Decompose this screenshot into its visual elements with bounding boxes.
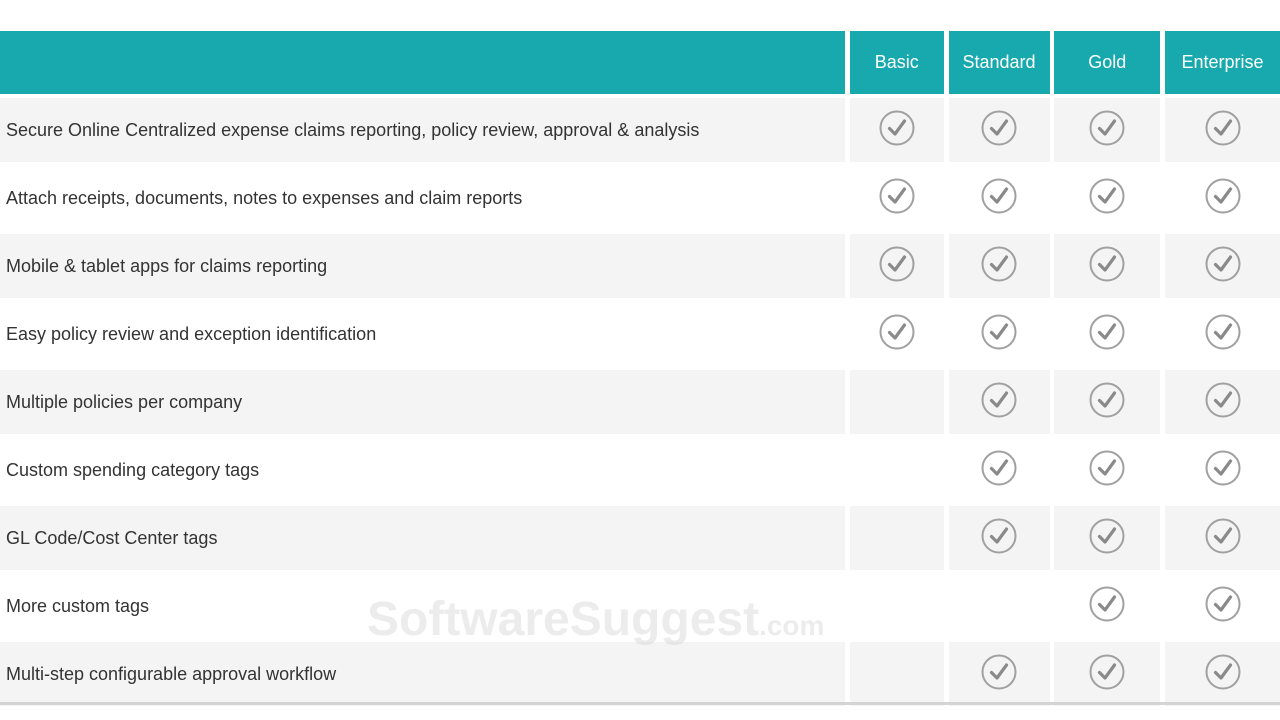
check-circle-icon bbox=[1089, 654, 1125, 695]
check-circle-icon bbox=[1205, 518, 1241, 559]
header-plan-standard: Standard bbox=[948, 31, 1050, 94]
header-plan-gold: Gold bbox=[1054, 31, 1161, 94]
plan-cell-enterprise bbox=[1165, 370, 1280, 434]
plan-cell-gold bbox=[1054, 234, 1161, 298]
plan-cell-gold bbox=[1054, 166, 1160, 230]
plan-cell-gold bbox=[1054, 98, 1161, 162]
check-circle-icon bbox=[1205, 382, 1241, 423]
feature-label: Secure Online Centralized expense claims… bbox=[0, 98, 845, 162]
plan-cell-gold bbox=[1054, 506, 1161, 570]
check-circle-icon bbox=[1089, 382, 1125, 423]
check-circle-icon bbox=[879, 314, 915, 355]
check-circle-icon bbox=[1205, 246, 1241, 287]
check-circle-icon bbox=[1089, 110, 1125, 151]
table-bottom-divider bbox=[0, 702, 1280, 705]
check-circle-icon bbox=[981, 246, 1017, 287]
plan-cell-basic bbox=[849, 234, 944, 298]
feature-label: Multiple policies per company bbox=[0, 370, 845, 434]
feature-label: Multi-step configurable approval workflo… bbox=[0, 642, 845, 706]
plan-cell-basic bbox=[849, 98, 944, 162]
plan-cell-standard bbox=[948, 506, 1050, 570]
plan-cell-enterprise bbox=[1165, 302, 1280, 366]
header-plan-enterprise: Enterprise bbox=[1165, 31, 1280, 94]
plan-cell-gold bbox=[1054, 642, 1161, 706]
plan-cell-enterprise bbox=[1165, 574, 1280, 638]
plan-cell-basic bbox=[849, 370, 944, 434]
check-circle-icon bbox=[981, 450, 1017, 491]
check-circle-icon bbox=[1089, 314, 1125, 355]
watermark-logo: SoftwareSuggest.com bbox=[367, 593, 825, 646]
check-circle-icon bbox=[1205, 178, 1241, 219]
check-circle-icon bbox=[1205, 586, 1241, 627]
plan-cell-enterprise bbox=[1165, 438, 1280, 502]
check-circle-icon bbox=[1089, 586, 1125, 627]
plan-cell-standard bbox=[949, 574, 1050, 638]
plan-cell-standard bbox=[949, 302, 1050, 366]
check-circle-icon bbox=[981, 314, 1017, 355]
feature-label: Easy policy review and exception identif… bbox=[6, 323, 377, 344]
plan-cell-standard bbox=[948, 234, 1050, 298]
plan-cell-gold bbox=[1054, 574, 1160, 638]
feature-label: Mobile & tablet apps for claims reportin… bbox=[0, 234, 845, 298]
plan-cell-enterprise bbox=[1165, 166, 1280, 230]
plan-cell-basic bbox=[850, 302, 944, 366]
feature-label: More custom tags bbox=[6, 595, 150, 616]
check-circle-icon bbox=[1205, 110, 1241, 151]
check-circle-icon bbox=[1089, 518, 1125, 559]
header-feature-column bbox=[0, 31, 845, 94]
header-plan-basic: Basic bbox=[849, 31, 944, 94]
plan-cell-gold bbox=[1054, 438, 1160, 502]
check-circle-icon bbox=[1205, 314, 1241, 355]
check-circle-icon bbox=[981, 654, 1017, 695]
plan-cell-standard bbox=[948, 642, 1050, 706]
feature-label: Attach receipts, documents, notes to exp… bbox=[6, 187, 523, 208]
check-circle-icon bbox=[981, 518, 1017, 559]
check-circle-icon bbox=[1089, 246, 1125, 287]
check-circle-icon bbox=[879, 178, 915, 219]
plan-cell-basic bbox=[849, 642, 944, 706]
plan-cell-basic bbox=[849, 506, 944, 570]
feature-label: GL Code/Cost Center tags bbox=[0, 506, 845, 570]
plan-cell-basic bbox=[850, 438, 944, 502]
check-circle-icon bbox=[879, 110, 915, 151]
check-circle-icon bbox=[981, 110, 1017, 151]
plan-cell-standard bbox=[948, 370, 1050, 434]
check-circle-icon bbox=[1089, 450, 1125, 491]
check-circle-icon bbox=[1205, 450, 1241, 491]
check-circle-icon bbox=[1089, 178, 1125, 219]
check-circle-icon bbox=[879, 246, 915, 287]
check-circle-icon bbox=[1205, 654, 1241, 695]
plan-cell-enterprise bbox=[1165, 234, 1280, 298]
plan-cell-enterprise bbox=[1165, 506, 1280, 570]
check-circle-icon bbox=[981, 382, 1017, 423]
feature-label: Custom spending category tags bbox=[6, 459, 260, 480]
plan-cell-gold bbox=[1054, 370, 1161, 434]
check-circle-icon bbox=[981, 178, 1017, 219]
plan-cell-standard bbox=[949, 166, 1050, 230]
plan-cell-standard bbox=[949, 438, 1050, 502]
plan-cell-basic bbox=[850, 574, 944, 638]
plan-cell-enterprise bbox=[1165, 642, 1280, 706]
plan-cell-standard bbox=[948, 98, 1050, 162]
pricing-comparison-table: Basic Standard Gold Enterprise Secure Online… bbox=[0, 31, 1280, 706]
plan-cell-enterprise bbox=[1165, 98, 1280, 162]
plan-cell-basic bbox=[850, 166, 944, 230]
plan-cell-gold bbox=[1054, 302, 1160, 366]
